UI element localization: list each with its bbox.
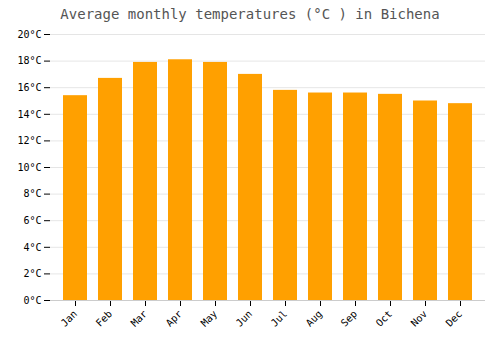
svg-text:4°C: 4°C [23, 242, 41, 253]
html-text:Average monthly temperatures (: Average monthly temperatures (°C ) in Bi… [60, 6, 440, 22]
svg-text:8°C: 8°C [23, 188, 41, 199]
svg-text:0°C: 0°C [23, 295, 41, 306]
svg-text:Jul: Jul [269, 308, 290, 329]
svg-text:14°C: 14°C [17, 109, 41, 120]
svg-text:2°C: 2°C [23, 268, 41, 279]
svg-text:16°C: 16°C [17, 82, 41, 93]
svg-text:Oct: Oct [374, 308, 395, 329]
svg-text:Sep: Sep [339, 308, 360, 329]
svg-text:10°C: 10°C [17, 162, 41, 173]
svg-text:Mar: Mar [129, 308, 150, 329]
svg-text:Feb: Feb [94, 308, 115, 329]
svg-text:12°C: 12°C [17, 135, 41, 146]
svg-text:Aug: Aug [304, 308, 325, 329]
svg-text:Dec: Dec [444, 308, 465, 329]
svg-text:6°C: 6°C [23, 215, 41, 226]
svg-text:Nov: Nov [409, 308, 430, 329]
svg-text:May: May [199, 308, 220, 329]
svg-text:18°C: 18°C [17, 55, 41, 66]
svg-text:Jan: Jan [59, 308, 80, 329]
svg-text:20°C: 20°C [17, 29, 41, 40]
svg-text:Apr: Apr [164, 308, 185, 329]
svg-text:Jun: Jun [234, 308, 255, 329]
